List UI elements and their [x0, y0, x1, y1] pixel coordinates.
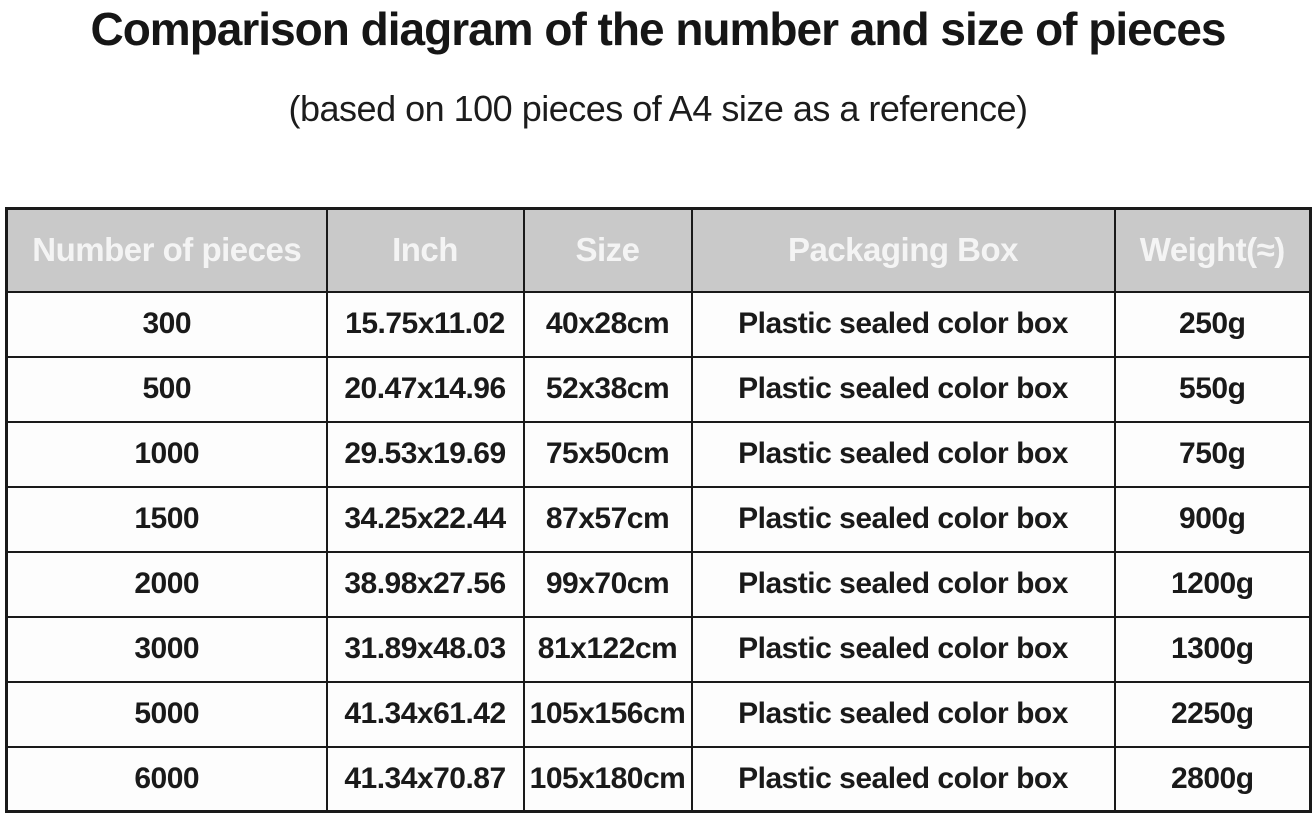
cell-weight: 900g [1113, 485, 1312, 553]
cell-weight: 2250g [1113, 680, 1312, 748]
cell-weight: 550g [1113, 355, 1312, 423]
cell-size: 81x122cm [522, 615, 693, 683]
cell-inch: 29.53x19.69 [325, 420, 525, 488]
cell-size: 75x50cm [522, 420, 693, 488]
cell-size: 87x57cm [522, 485, 693, 553]
cell-packaging-box: Plastic sealed color box [690, 420, 1116, 488]
cell-size: 99x70cm [522, 550, 693, 618]
cell-size: 105x180cm [522, 745, 693, 813]
cell-packaging-box: Plastic sealed color box [690, 680, 1116, 748]
table-row: 1000 29.53x19.69 75x50cm Plastic sealed col… [5, 420, 1312, 488]
table-row: 500 20.47x14.96 52x38cm Plastic sealed colo… [5, 355, 1312, 423]
column-header-packaging-box: Packaging Box [690, 207, 1116, 293]
table-header-row: Number of pieces Inch Size Packaging Box Wei… [5, 207, 1312, 293]
table-row: 3000 31.89x48.03 81x122cm Plastic sealed co… [5, 615, 1312, 683]
cell-packaging-box: Plastic sealed color box [690, 355, 1116, 423]
cell-weight: 1200g [1113, 550, 1312, 618]
cell-number-of-pieces: 500 [5, 355, 328, 423]
cell-number-of-pieces: 2000 [5, 550, 328, 618]
cell-number-of-pieces: 300 [5, 290, 328, 358]
table-row: 6000 41.34x70.87 105x180cm Plastic sealed c… [5, 745, 1312, 813]
cell-weight: 250g [1113, 290, 1312, 358]
table-row: 5000 41.34x61.42 105x156cm Plastic sealed c… [5, 680, 1312, 748]
cell-packaging-box: Plastic sealed color box [690, 290, 1116, 358]
comparison-table: Number of pieces Inch Size Packaging Box Wei… [5, 207, 1312, 813]
cell-size: 105x156cm [522, 680, 693, 748]
cell-number-of-pieces: 6000 [5, 745, 328, 813]
cell-weight: 1300g [1113, 615, 1312, 683]
column-header-inch: Inch [325, 207, 525, 293]
table-row: 2000 38.98x27.56 99x70cm Plastic sealed col… [5, 550, 1312, 618]
column-header-size: Size [522, 207, 693, 293]
table-row: 300 15.75x11.02 40x28cm Plastic sealed colo… [5, 290, 1312, 358]
table-header: Number of pieces Inch Size Packaging Box Wei… [5, 207, 1312, 293]
cell-inch: 38.98x27.56 [325, 550, 525, 618]
cell-weight: 750g [1113, 420, 1312, 488]
cell-inch: 41.34x70.87 [325, 745, 525, 813]
cell-size: 40x28cm [522, 290, 693, 358]
cell-inch: 41.34x61.42 [325, 680, 525, 748]
table-row: 1500 34.25x22.44 87x57cm Plastic sealed col… [5, 485, 1312, 553]
cell-number-of-pieces: 1000 [5, 420, 328, 488]
table-body: 300 15.75x11.02 40x28cm Plastic sealed colo… [5, 290, 1312, 813]
cell-inch: 34.25x22.44 [325, 485, 525, 553]
column-header-number-of-pieces: Number of pieces [5, 207, 328, 293]
column-header-weight: Weight(≈) [1113, 207, 1312, 293]
cell-packaging-box: Plastic sealed color box [690, 615, 1116, 683]
page-subtitle: (based on 100 pieces of A4 size as a ref… [288, 88, 1028, 129]
cell-number-of-pieces: 5000 [5, 680, 328, 748]
page-title: Comparison diagram of the number and siz… [90, 3, 1226, 55]
cell-packaging-box: Plastic sealed color box [690, 485, 1116, 553]
cell-size: 52x38cm [522, 355, 693, 423]
cell-weight: 2800g [1113, 745, 1312, 813]
cell-number-of-pieces: 3000 [5, 615, 328, 683]
cell-inch: 20.47x14.96 [325, 355, 525, 423]
cell-number-of-pieces: 1500 [5, 485, 328, 553]
cell-packaging-box: Plastic sealed color box [690, 550, 1116, 618]
cell-inch: 15.75x11.02 [325, 290, 525, 358]
cell-inch: 31.89x48.03 [325, 615, 525, 683]
cell-packaging-box: Plastic sealed color box [690, 745, 1116, 813]
